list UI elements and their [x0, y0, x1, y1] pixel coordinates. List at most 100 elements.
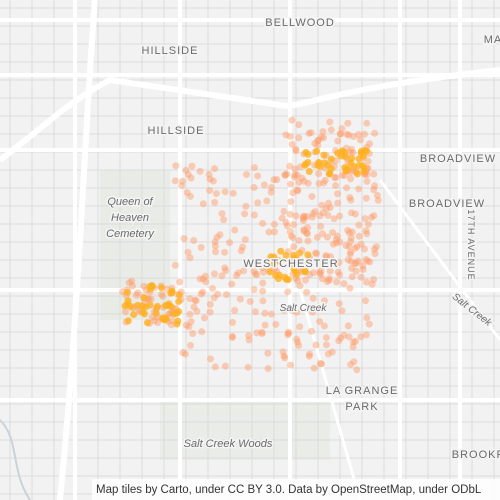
dot — [363, 230, 371, 238]
dot — [263, 197, 271, 205]
dot — [346, 193, 354, 201]
dot — [374, 196, 382, 204]
place-label: LA GRANGE — [326, 385, 399, 397]
dot — [273, 176, 281, 184]
dot — [329, 229, 337, 237]
dot — [280, 306, 288, 314]
dot — [237, 247, 245, 255]
dot — [272, 320, 280, 328]
dot — [186, 310, 194, 318]
dot — [335, 337, 343, 345]
dot — [282, 219, 290, 227]
dot — [211, 198, 219, 206]
dot — [281, 171, 289, 179]
dot — [311, 208, 319, 216]
dot — [372, 243, 380, 251]
dot — [197, 290, 205, 298]
dot — [337, 130, 345, 138]
dot — [190, 237, 198, 245]
dot — [214, 290, 222, 298]
dot — [340, 280, 348, 288]
dot — [347, 248, 355, 256]
hot-dot — [148, 282, 156, 290]
dot — [286, 227, 294, 235]
hot-dot — [175, 308, 183, 316]
place-label: WESTCHESTER — [243, 258, 338, 270]
dot — [260, 181, 268, 189]
dot — [187, 341, 195, 349]
dot — [294, 187, 302, 195]
hot-dot — [315, 159, 323, 167]
dot — [283, 170, 291, 178]
dot — [326, 253, 334, 261]
dot — [356, 136, 364, 144]
dot — [332, 174, 340, 182]
dot — [368, 280, 376, 288]
dot — [293, 171, 301, 179]
dot — [320, 134, 328, 142]
hot-dot — [175, 297, 183, 305]
dot — [319, 209, 327, 217]
hot-dot — [123, 288, 131, 296]
dot — [201, 272, 209, 280]
dot — [373, 191, 381, 199]
dot — [206, 308, 214, 316]
dot — [278, 214, 286, 222]
dot — [348, 273, 356, 281]
hot-dot — [353, 170, 361, 178]
dot — [366, 258, 374, 266]
dot — [360, 130, 368, 138]
hot-dot — [282, 251, 290, 259]
hot-dot — [270, 253, 278, 261]
hot-dot — [165, 301, 173, 309]
dot — [140, 282, 148, 290]
dot — [253, 329, 261, 337]
dot — [351, 244, 359, 252]
dot — [293, 335, 301, 343]
dot — [307, 129, 315, 137]
dot — [311, 249, 319, 257]
dot — [299, 215, 307, 223]
dot — [357, 273, 365, 281]
dot — [332, 235, 340, 243]
dot — [336, 238, 344, 246]
hot-dot — [140, 294, 148, 302]
dot — [318, 275, 326, 283]
dot — [206, 175, 214, 183]
dot — [303, 288, 311, 296]
dot — [288, 116, 296, 124]
dot — [178, 177, 186, 185]
dot — [290, 221, 298, 229]
hot-dot — [341, 153, 349, 161]
dot — [322, 251, 330, 259]
dot — [284, 328, 292, 336]
hot-dot — [293, 256, 301, 264]
dot — [242, 202, 250, 210]
dot — [320, 322, 328, 330]
dot — [318, 201, 326, 209]
dot — [363, 314, 371, 322]
dot — [347, 148, 355, 156]
dot — [349, 343, 357, 351]
place-label: PARK — [345, 401, 378, 413]
dot — [313, 233, 321, 241]
dot — [229, 189, 237, 197]
dot — [354, 257, 362, 265]
dot — [336, 212, 344, 220]
hot-dot — [130, 311, 138, 319]
dot — [320, 179, 328, 187]
dot — [121, 308, 129, 316]
dot — [295, 121, 303, 129]
dot — [202, 278, 210, 286]
dot — [319, 128, 327, 136]
dot — [231, 307, 239, 315]
dot — [243, 171, 251, 179]
dot — [366, 140, 374, 148]
dot — [295, 134, 303, 142]
dot — [310, 364, 318, 372]
dot — [363, 257, 371, 265]
dot — [303, 213, 311, 221]
dot — [318, 230, 326, 238]
dot — [317, 222, 325, 230]
dot — [355, 131, 363, 139]
